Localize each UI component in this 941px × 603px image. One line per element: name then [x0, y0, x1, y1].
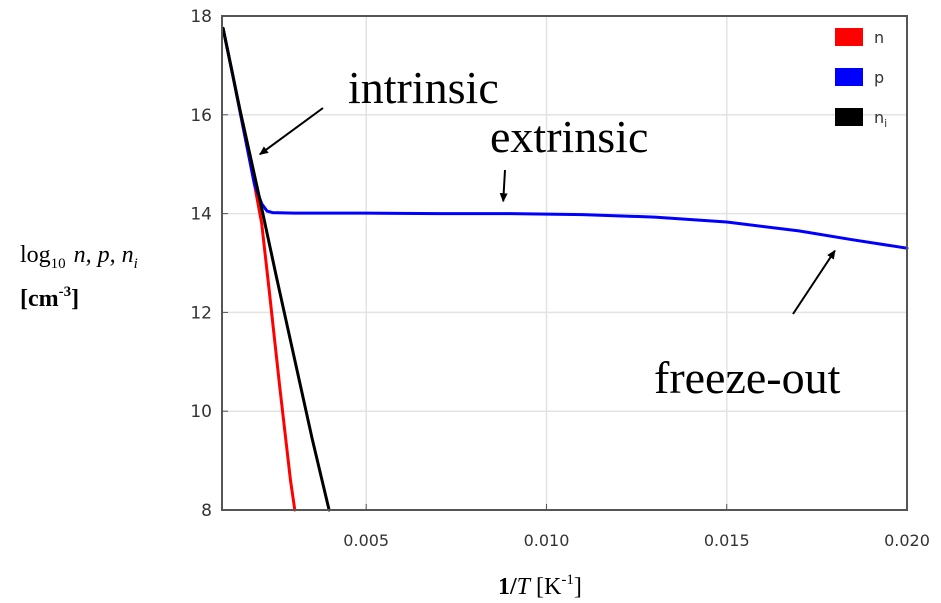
- series-layer: [221, 26, 909, 512]
- y-tick-label: 8: [201, 501, 212, 521]
- legend-swatch: [835, 68, 863, 86]
- legend-swatch: [835, 108, 863, 126]
- legend-swatch: [835, 28, 863, 46]
- y-tick-label: 18: [190, 7, 212, 27]
- series-line-n: [221, 26, 297, 512]
- y-axis-vars: n, p, n: [74, 242, 134, 268]
- y-axis-unit-exp: -3: [59, 284, 72, 300]
- ticks-layer: 0.005 0.010 0.015 0.020 8 10 12 14 16 18: [190, 7, 930, 550]
- annotation-arrow: [499, 169, 508, 203]
- y-axis-title-line1: log10 n, p, ni: [20, 242, 138, 272]
- y-tick-label: 14: [190, 205, 212, 225]
- annotation-arrow: [259, 107, 324, 156]
- annotation-arrow: [792, 249, 836, 315]
- x-axis-T: T: [517, 574, 532, 600]
- y-axis-title-line2: [cm-3]: [20, 284, 79, 312]
- legend-label: p: [874, 68, 884, 87]
- x-axis-title: 1/T [K-1]: [498, 572, 582, 600]
- x-tick-label: 0.020: [884, 531, 930, 550]
- plot-frame: [221, 15, 908, 511]
- series-line-ni: [221, 26, 331, 512]
- y-axis-log: log: [20, 242, 51, 268]
- x-tick-label: 0.015: [704, 531, 750, 550]
- series-line-p: [221, 26, 909, 250]
- y-axis-log-sub: 10: [51, 256, 66, 272]
- x-tick-label: 0.010: [524, 531, 570, 550]
- y-tick-label: 16: [190, 106, 212, 126]
- x-axis-one: 1/: [498, 574, 517, 600]
- y-axis-vars-sub: i: [134, 256, 138, 272]
- y-axis-unit-open: [cm: [20, 286, 59, 312]
- annotation-freezeout: freeze-out: [654, 352, 841, 403]
- x-axis-unit-close: ]: [574, 574, 582, 600]
- legend: n p ni: [835, 28, 887, 130]
- y-tick-label: 12: [190, 303, 212, 323]
- legend-label: ni: [874, 108, 887, 130]
- x-tick-label: 0.005: [343, 531, 389, 550]
- x-axis-unit-exp: -1: [561, 572, 574, 588]
- y-axis-unit-close: ]: [71, 286, 79, 312]
- y-tick-label: 10: [190, 402, 212, 422]
- annotation-intrinsic: intrinsic: [348, 62, 499, 113]
- legend-label: n: [874, 28, 884, 47]
- gridlines: [222, 15, 908, 511]
- x-axis-unit-open: [K: [536, 574, 562, 600]
- annotation-extrinsic: extrinsic: [490, 111, 648, 162]
